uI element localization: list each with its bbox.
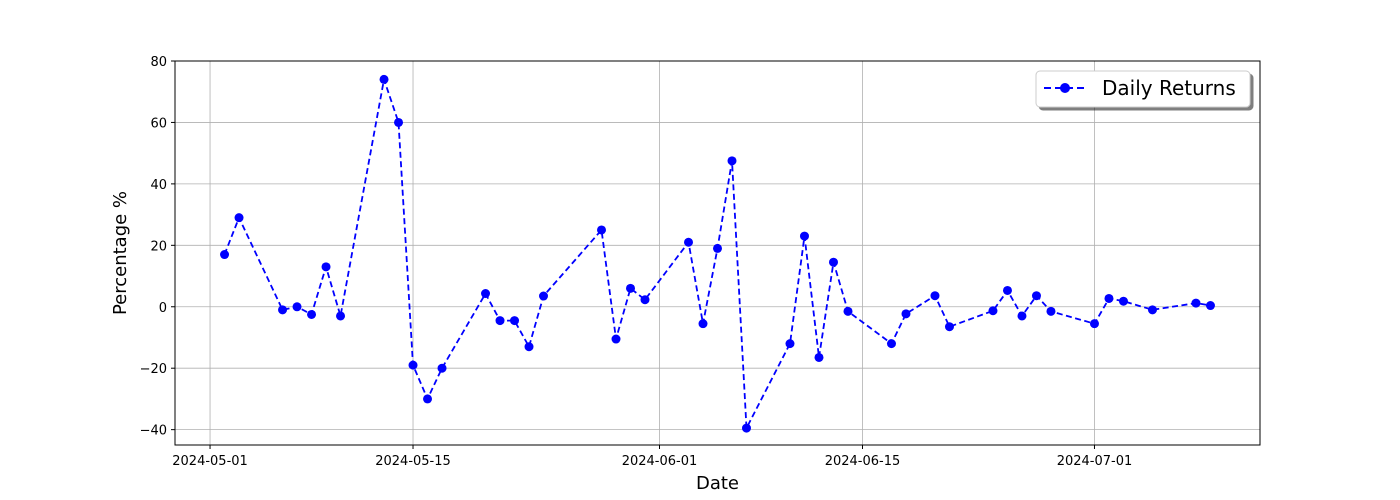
data-point: [1089, 319, 1099, 329]
y-tick-label: 20: [150, 239, 167, 254]
data-point: [379, 74, 389, 84]
data-point: [423, 394, 433, 404]
x-tick-label: 2024-06-15: [825, 454, 901, 469]
legend-marker-swatch: [1060, 83, 1070, 93]
ticks: 2024-05-01 2024-05-15 2024-06-01 2024-06-15…: [140, 55, 1133, 469]
data-point: [886, 339, 896, 349]
data-point: [278, 305, 288, 315]
data-point: [321, 262, 331, 272]
data-point: [1017, 311, 1027, 321]
data-point: [988, 306, 998, 316]
data-point: [698, 319, 708, 329]
y-tick-label: −40: [140, 424, 167, 439]
data-point: [626, 283, 636, 293]
data-point: [1147, 305, 1157, 315]
data-point: [741, 423, 751, 433]
data-point: [814, 352, 824, 362]
grid: [175, 60, 1260, 445]
series-line: [223, 75, 1211, 432]
y-tick-label: 0: [159, 301, 167, 316]
data-point: [394, 117, 404, 127]
x-tick-label: 2024-07-01: [1057, 454, 1133, 469]
x-tick-label: 2024-05-15: [375, 454, 451, 469]
x-tick-label: 2024-06-01: [622, 454, 698, 469]
data-point: [640, 295, 650, 305]
legend: Daily Returns: [1035, 70, 1251, 108]
data-point: [1031, 291, 1041, 301]
legend-box: [1035, 70, 1251, 108]
data-point: [292, 302, 302, 312]
data-point: [1191, 298, 1201, 308]
series-daily-returns: [220, 74, 1215, 433]
legend-label: Daily Returns: [1102, 76, 1236, 100]
data-point: [930, 291, 940, 301]
data-point: [1046, 306, 1056, 316]
data-point: [828, 257, 838, 267]
data-point: [524, 342, 534, 352]
data-point: [234, 213, 244, 223]
data-point: [336, 311, 346, 321]
data-point: [1205, 301, 1215, 311]
y-axis-label: Percentage %: [110, 191, 131, 315]
data-point: [1118, 296, 1128, 306]
data-point: [785, 339, 795, 349]
plot-frame: [174, 60, 1261, 446]
data-point: [437, 363, 447, 373]
data-point: [843, 306, 853, 316]
data-point: [1002, 285, 1012, 295]
data-point: [495, 316, 505, 326]
data-point: [597, 225, 607, 235]
data-point: [539, 291, 549, 301]
data-point: [220, 250, 230, 260]
data-point: [944, 322, 954, 332]
x-axis-label: Date: [696, 473, 739, 494]
x-tick-label: 2024-05-01: [172, 454, 248, 469]
y-tick-label: 40: [150, 178, 167, 193]
data-point: [684, 237, 694, 247]
y-tick-label: −20: [140, 362, 167, 377]
y-tick-label: 80: [150, 55, 167, 70]
data-point: [611, 334, 621, 344]
data-point: [481, 289, 491, 299]
data-point: [799, 231, 809, 241]
data-point: [901, 309, 911, 319]
data-point: [408, 360, 418, 370]
data-point: [713, 243, 722, 253]
data-point: [727, 156, 737, 166]
data-point: [307, 309, 317, 319]
data-point: [1104, 293, 1114, 303]
y-tick-label: 60: [150, 116, 167, 131]
data-point: [510, 316, 520, 326]
